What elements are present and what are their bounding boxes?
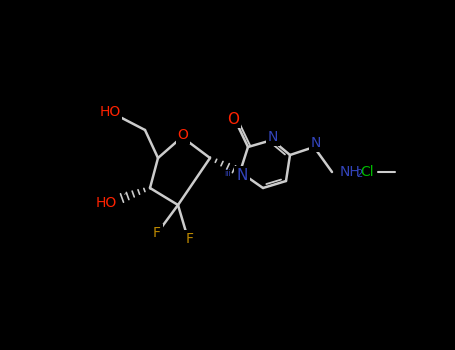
Text: N: N: [311, 136, 321, 150]
Text: O: O: [177, 128, 188, 142]
Text: N: N: [236, 168, 248, 182]
Text: F: F: [186, 232, 194, 246]
Text: Cl: Cl: [360, 165, 374, 179]
Text: 2: 2: [356, 169, 362, 179]
Text: HO: HO: [99, 105, 121, 119]
Text: NH: NH: [340, 165, 361, 179]
Text: O: O: [227, 112, 239, 126]
Text: F: F: [153, 226, 161, 240]
Text: ″: ″: [124, 192, 127, 202]
Text: N: N: [268, 130, 278, 144]
Text: HO: HO: [96, 196, 117, 210]
Text: iii: iii: [225, 168, 232, 177]
